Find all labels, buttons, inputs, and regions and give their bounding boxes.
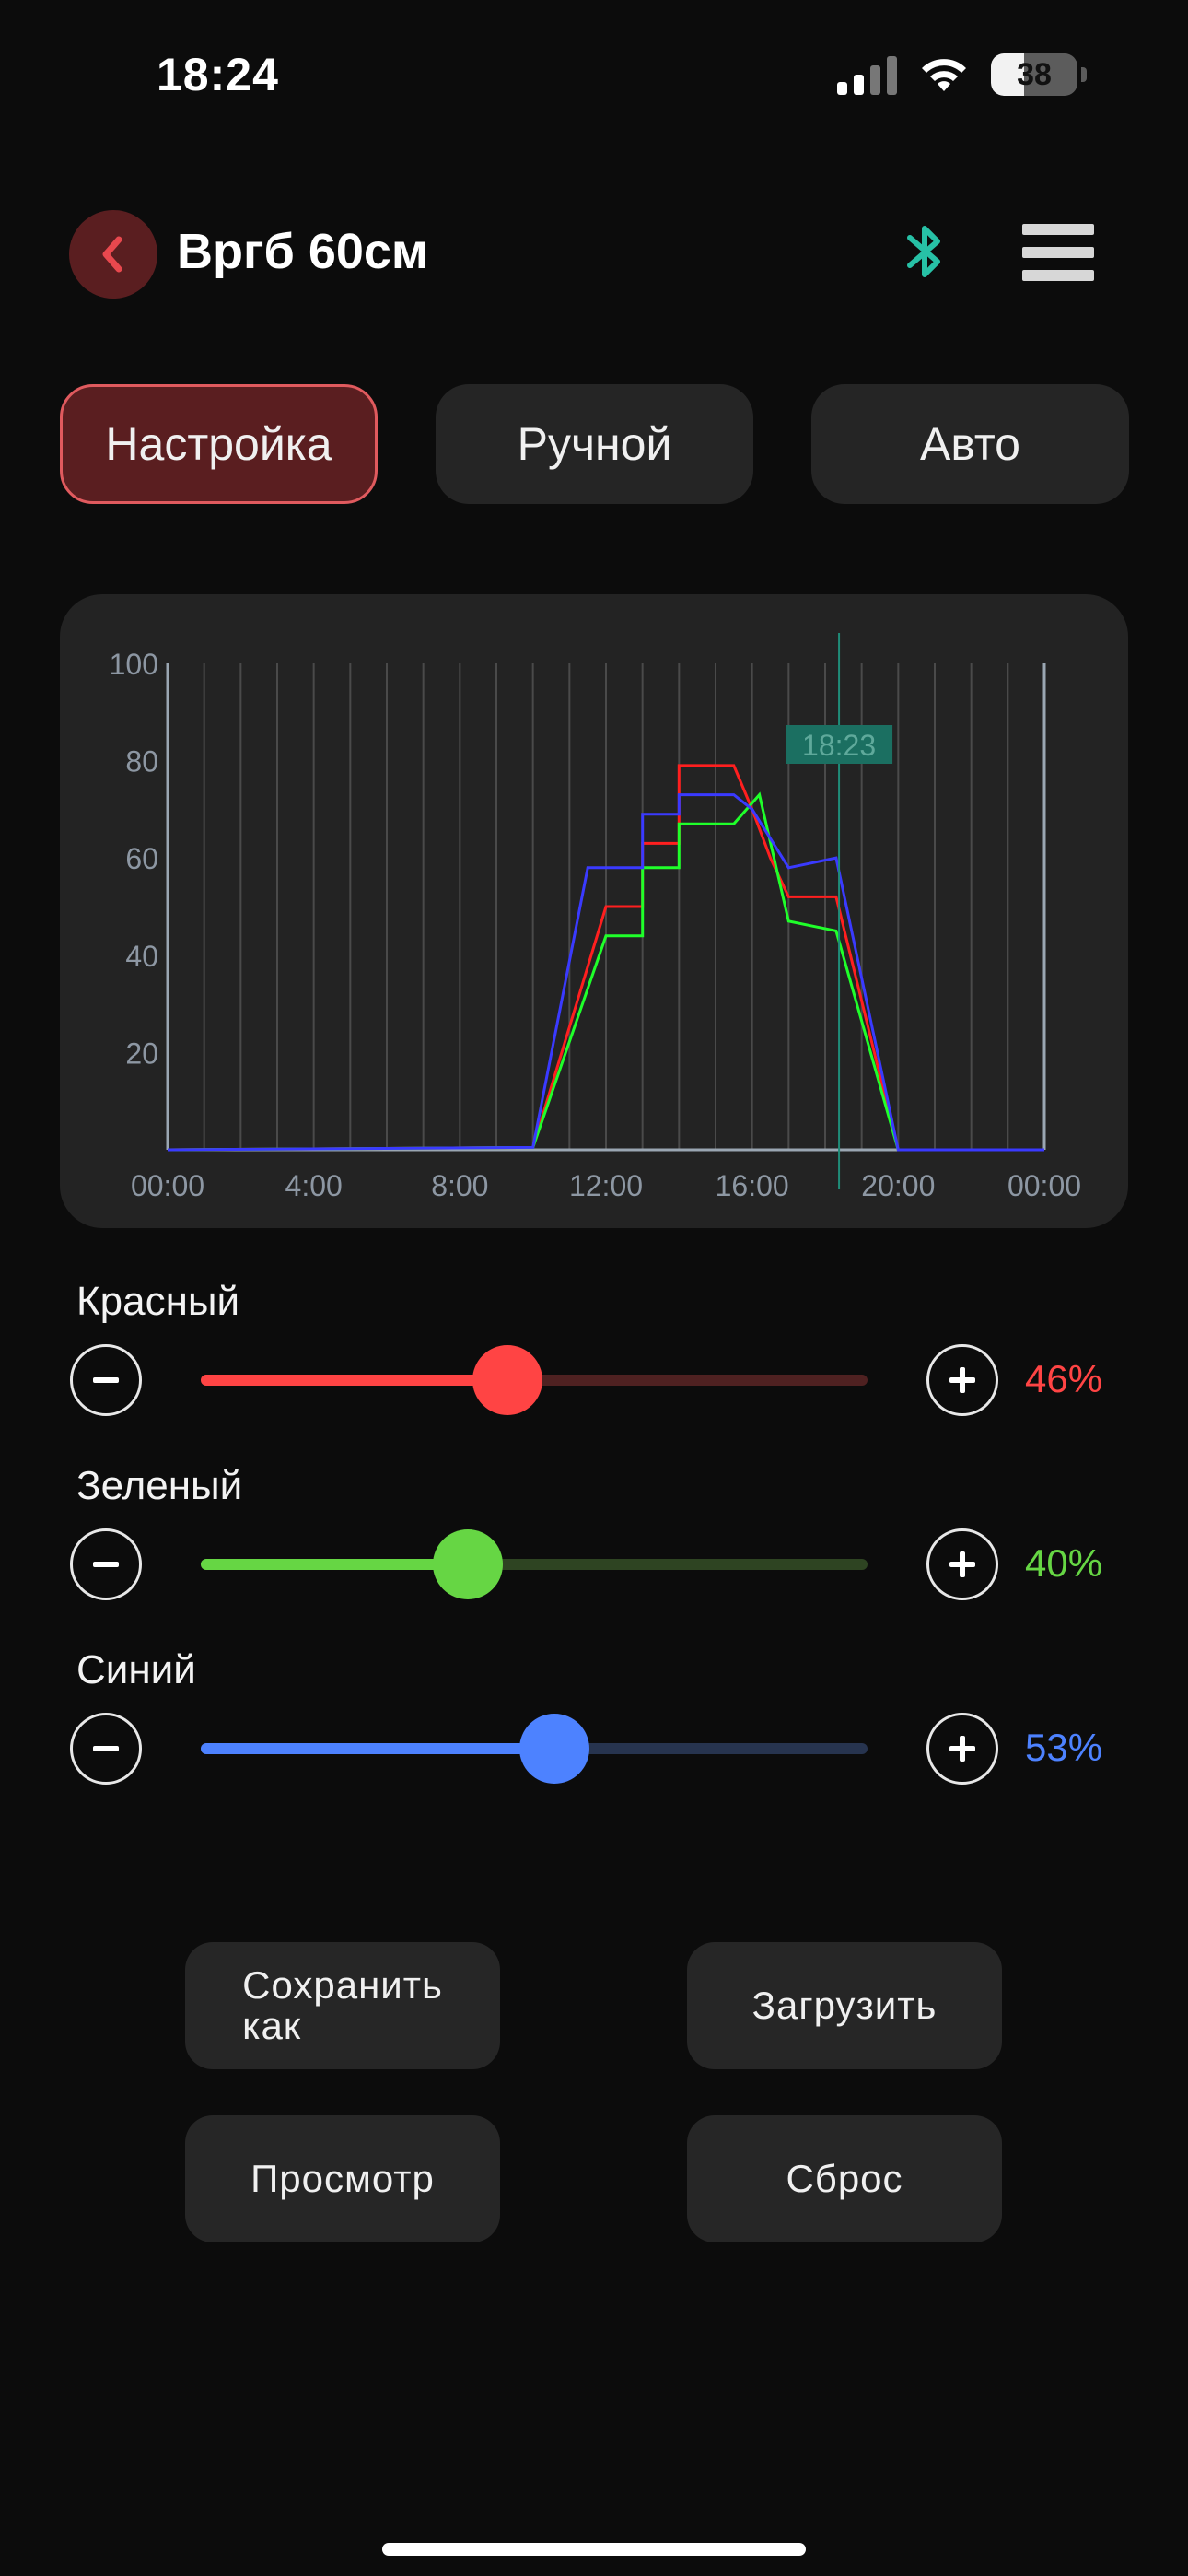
hamburger-menu-icon[interactable] bbox=[1022, 224, 1094, 293]
chart-series-line bbox=[167, 793, 1044, 1152]
slider-thumb-blue[interactable] bbox=[518, 1714, 589, 1784]
load-button[interactable]: Загрузить bbox=[687, 1942, 1002, 2069]
save-as-label-line2: как bbox=[242, 2004, 302, 2047]
page-title: Вргб 60см bbox=[177, 224, 428, 279]
slider-fill-red bbox=[201, 1375, 508, 1386]
chart-y-tick-label: 60 bbox=[125, 842, 158, 875]
slider-value-blue: 53% bbox=[1025, 1726, 1103, 1769]
minus-icon bbox=[93, 1746, 119, 1751]
chart-current-time-badge bbox=[786, 725, 893, 764]
chart-series-line bbox=[167, 791, 1044, 1152]
schedule-chart-svg[interactable]: 20 40 60 80 100 00:00 4:00 8:00 12:00 16:00 20:00 0… bbox=[60, 594, 1128, 1228]
slider-label-green: Зеленый bbox=[76, 1463, 243, 1508]
slider-track-green[interactable] bbox=[201, 1529, 868, 1599]
preview-button[interactable]: Просмотр bbox=[185, 2115, 500, 2242]
back-button[interactable] bbox=[69, 210, 157, 299]
save-as-label-line1: Сохранить bbox=[242, 1963, 443, 2007]
tab-setup[interactable]: Настройка bbox=[60, 384, 378, 504]
slider-track-blue[interactable] bbox=[201, 1714, 868, 1784]
slider-track-red[interactable] bbox=[201, 1345, 868, 1415]
slider-fill-blue bbox=[201, 1743, 554, 1754]
minus-icon bbox=[93, 1377, 119, 1383]
tab-auto-label: Авто bbox=[920, 418, 1020, 470]
tab-setup-label: Настройка bbox=[105, 418, 332, 470]
plus-icon bbox=[949, 1367, 975, 1393]
status-icons: 38 bbox=[837, 53, 1087, 96]
increase-red-button[interactable] bbox=[926, 1344, 998, 1416]
increase-green-button[interactable] bbox=[926, 1528, 998, 1600]
chart-x-tick-label: 20:00 bbox=[861, 1169, 935, 1202]
chart-y-tick-label: 40 bbox=[125, 940, 158, 973]
schedule-chart[interactable]: 20 40 60 80 100 00:00 4:00 8:00 12:00 16:00 20:00 0… bbox=[60, 594, 1128, 1228]
cellular-signal-icon bbox=[837, 54, 897, 95]
chart-y-tick-label: 100 bbox=[110, 648, 158, 681]
plus-icon bbox=[949, 1551, 975, 1577]
chart-x-tick-label: 12:00 bbox=[569, 1169, 643, 1202]
plus-icon bbox=[949, 1736, 975, 1762]
chart-y-tick-label: 20 bbox=[125, 1036, 158, 1070]
battery-tip bbox=[1081, 67, 1087, 82]
load-label: Загрузить bbox=[751, 1984, 938, 2027]
chart-current-time-label: 18:23 bbox=[802, 729, 876, 762]
slider-thumb-red[interactable] bbox=[472, 1345, 543, 1415]
chevron-left-icon bbox=[102, 236, 122, 273]
decrease-green-button[interactable] bbox=[70, 1528, 142, 1600]
slider-value-red: 46% bbox=[1025, 1357, 1103, 1400]
decrease-red-button[interactable] bbox=[70, 1344, 142, 1416]
tab-manual[interactable]: Ручной bbox=[436, 384, 753, 504]
chart-x-tick-label: 4:00 bbox=[285, 1169, 343, 1202]
minus-icon bbox=[93, 1562, 119, 1567]
home-indicator[interactable] bbox=[382, 2543, 806, 2556]
reset-button[interactable]: Сброс bbox=[687, 2115, 1002, 2242]
wifi-icon bbox=[922, 59, 966, 91]
reset-label: Сброс bbox=[786, 2157, 903, 2200]
slider-fill-green bbox=[201, 1559, 468, 1570]
slider-label-blue: Синий bbox=[76, 1647, 196, 1692]
slider-thumb-green[interactable] bbox=[432, 1529, 503, 1599]
slider-value-green: 40% bbox=[1025, 1541, 1103, 1585]
chart-series-line bbox=[167, 764, 1044, 1152]
tab-auto[interactable]: Авто bbox=[811, 384, 1129, 504]
mode-tabs: Настройка Ручной Авто bbox=[60, 384, 1129, 504]
tab-manual-label: Ручной bbox=[517, 418, 672, 470]
save-as-button[interactable]: Сохранить как bbox=[185, 1942, 500, 2069]
slider-label-red: Красный bbox=[76, 1279, 240, 1324]
chart-x-tick-label: 16:00 bbox=[716, 1169, 789, 1202]
bluetooth-icon[interactable] bbox=[903, 221, 949, 282]
decrease-blue-button[interactable] bbox=[70, 1713, 142, 1785]
chart-y-tick-label: 80 bbox=[125, 745, 158, 779]
chart-x-tick-label: 00:00 bbox=[1007, 1169, 1081, 1202]
chart-x-tick-label: 8:00 bbox=[431, 1169, 488, 1202]
battery-percent: 38 bbox=[1017, 57, 1052, 92]
status-time: 18:24 bbox=[157, 49, 279, 100]
chart-x-tick-label: 00:00 bbox=[131, 1169, 204, 1202]
battery-icon: 38 bbox=[991, 53, 1077, 96]
preview-label: Просмотр bbox=[250, 2157, 435, 2200]
increase-blue-button[interactable] bbox=[926, 1713, 998, 1785]
